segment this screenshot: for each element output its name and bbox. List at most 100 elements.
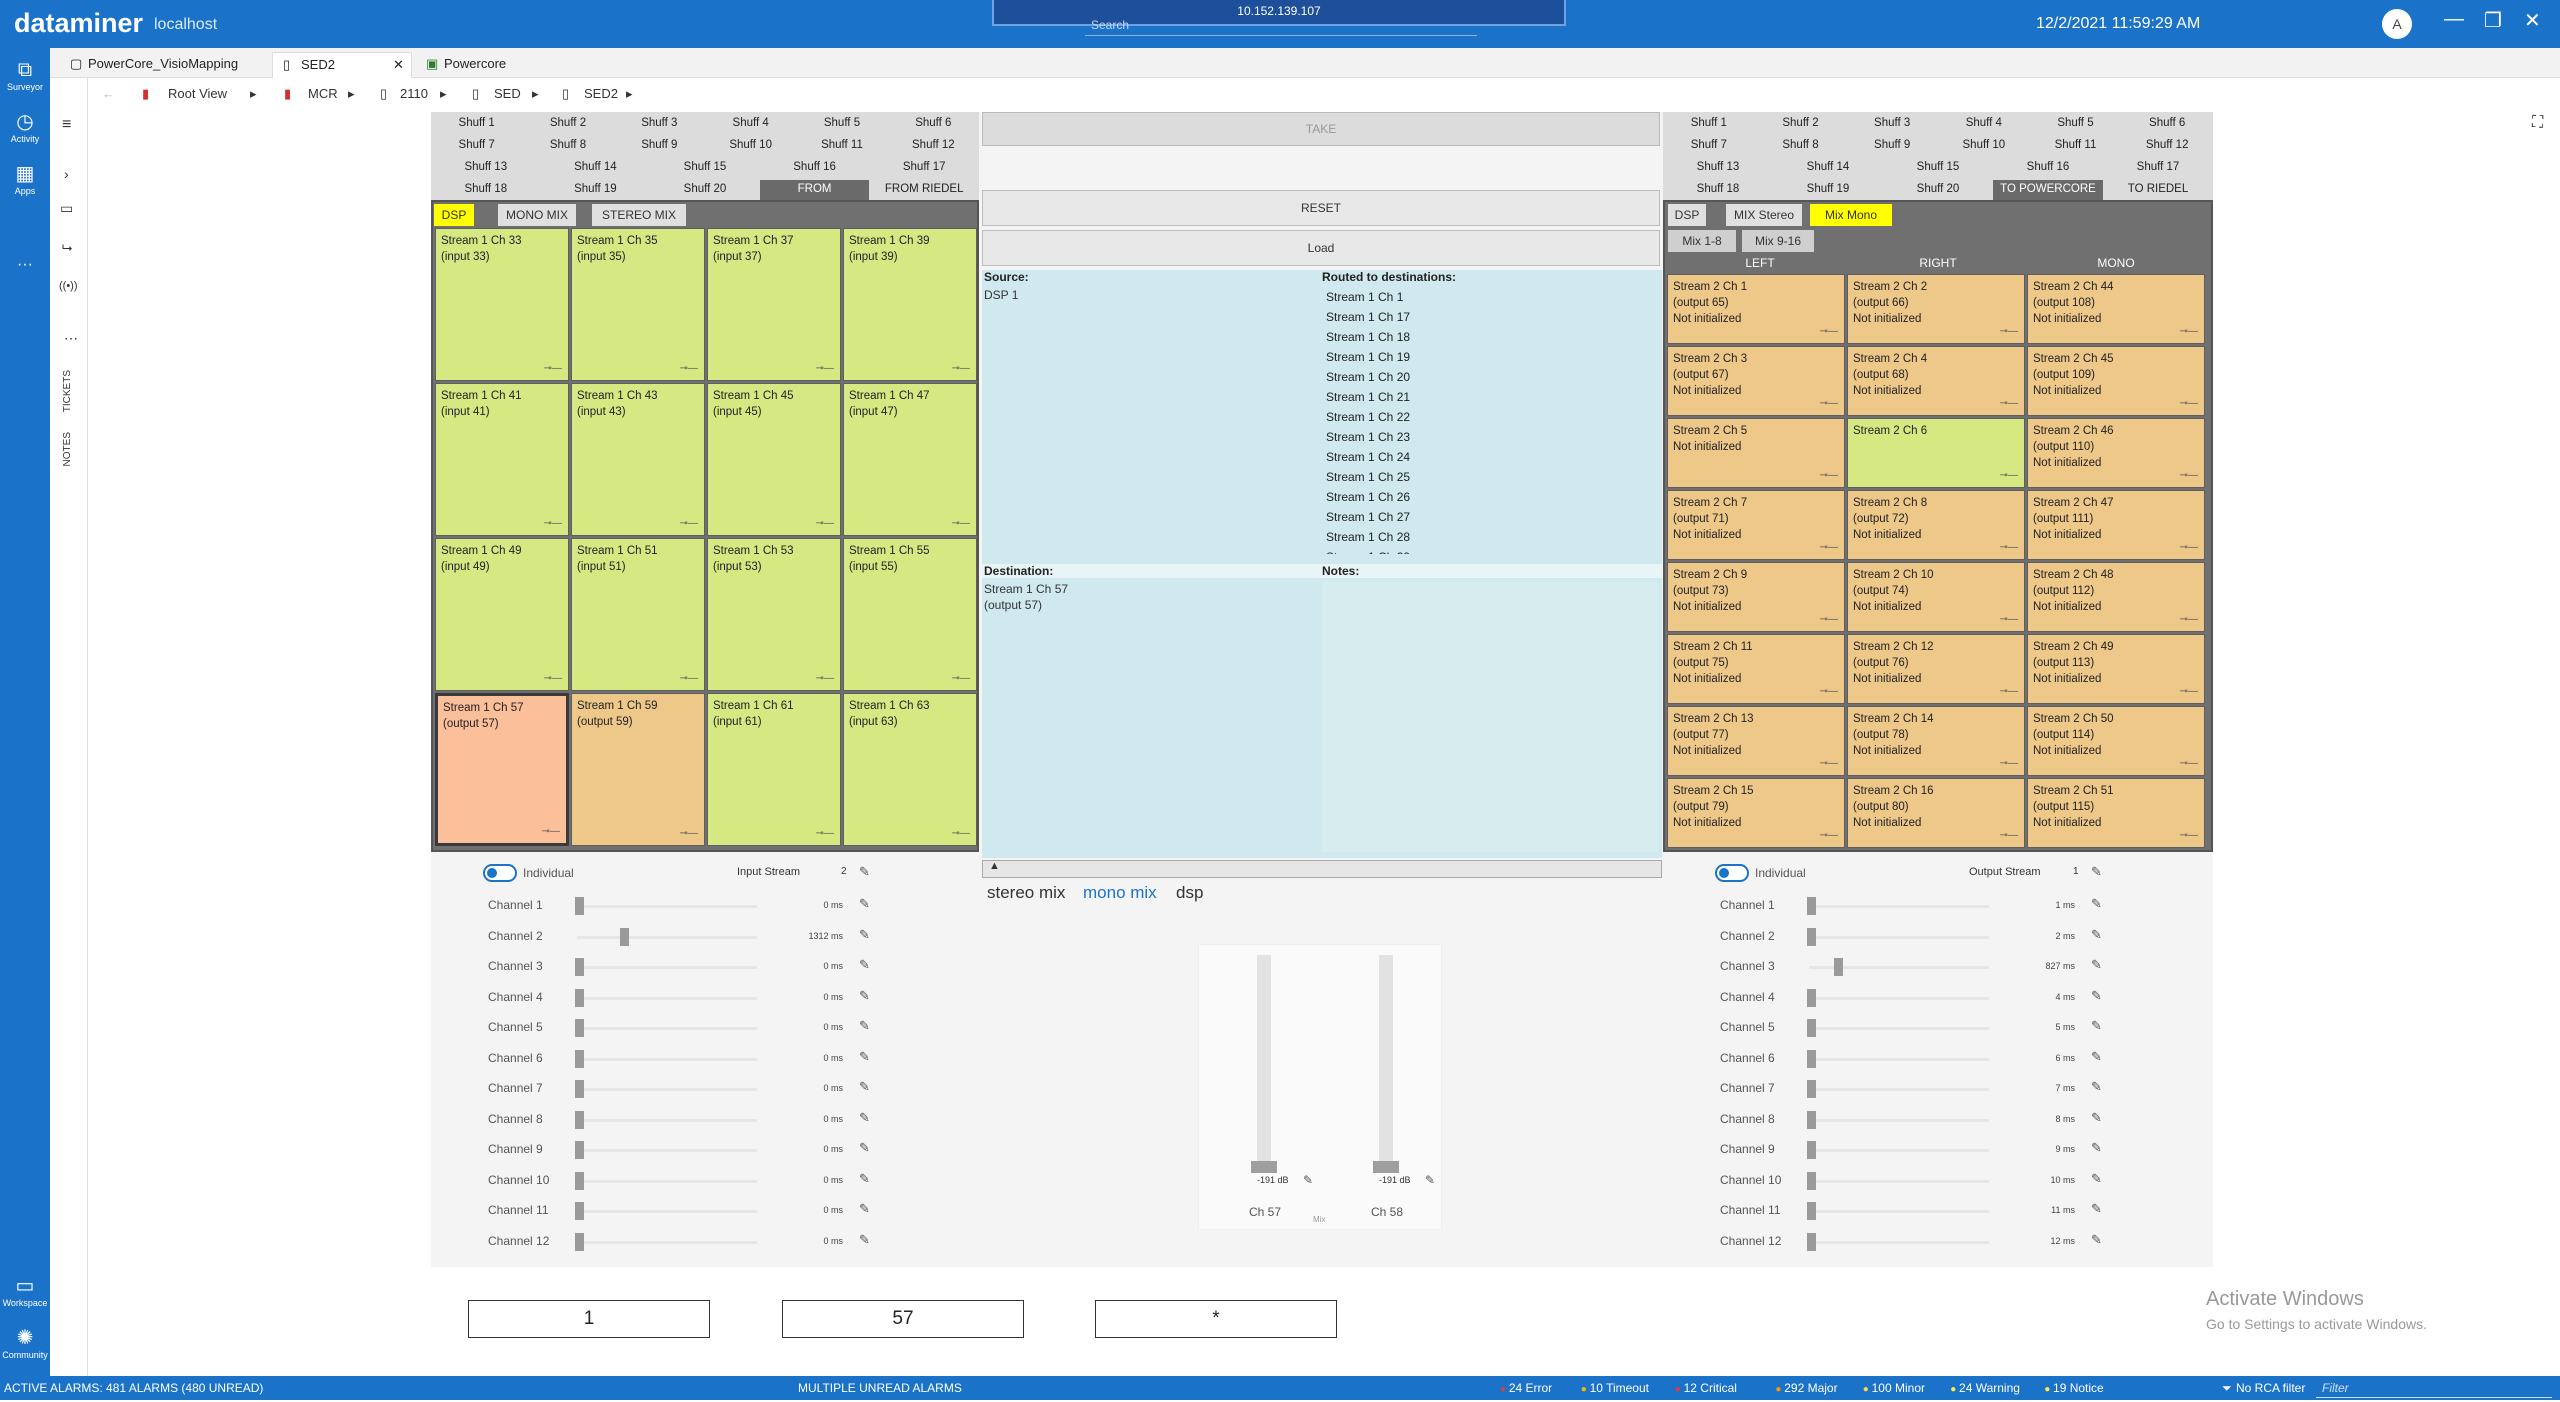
- link-icon[interactable]: ⊸—: [815, 363, 834, 374]
- input_panel-individual-toggle[interactable]: [483, 864, 517, 882]
- link-icon[interactable]: ⊸—: [1999, 326, 2018, 337]
- link-icon[interactable]: ⊸—: [1999, 614, 2018, 625]
- nav-surveyor[interactable]: ⧉ Surveyor: [0, 58, 50, 92]
- load-button[interactable]: Load: [982, 230, 1660, 266]
- edit-icon[interactable]: ✎: [2091, 1018, 2102, 1033]
- delay-slider-thumb[interactable]: [575, 988, 584, 1007]
- routed-item[interactable]: Stream 1 Ch 22: [1326, 410, 1411, 424]
- shuffle-14[interactable]: Shuff 14: [574, 161, 617, 173]
- delay-slider-thumb[interactable]: [575, 1141, 584, 1159]
- delay-slider-thumb[interactable]: [1807, 1171, 1816, 1190]
- channel-cell[interactable]: Stream 1 Ch 49 (input 49) ⊸—: [435, 538, 569, 691]
- notes-tab[interactable]: NOTES: [62, 432, 73, 467]
- channel-cell[interactable]: Stream 1 Ch 57 (output 57) ⊸—: [435, 693, 569, 846]
- fader-ch58-track[interactable]: [1379, 955, 1393, 1165]
- link-icon[interactable]: ⊸—: [1819, 614, 1838, 625]
- shuffle-11[interactable]: Shuff 11: [2054, 139, 2097, 151]
- output-cell[interactable]: Stream 2 Ch 10 (output 74) Not initialized…: [1847, 562, 2025, 632]
- link-icon[interactable]: ⊸—: [2179, 470, 2198, 481]
- output_panel-individual-toggle[interactable]: [1715, 864, 1749, 882]
- link-icon[interactable]: ⊸—: [951, 363, 970, 374]
- shuffle-12[interactable]: Shuff 12: [912, 139, 955, 151]
- edit-icon[interactable]: ✎: [2091, 1048, 2102, 1064]
- delay-slider-track[interactable]: [577, 1149, 757, 1152]
- alarm-count[interactable]: ● 292 Major: [1775, 1376, 1837, 1402]
- shuffle-15[interactable]: Shuff 15: [683, 161, 727, 173]
- edit-icon[interactable]: ✎: [859, 864, 870, 879]
- delay-slider-track[interactable]: [577, 1179, 757, 1183]
- output-cell[interactable]: Stream 2 Ch 3 (output 67) Not initialized ⊸…: [1667, 346, 1845, 416]
- channel-cell[interactable]: Stream 1 Ch 63 (input 63) ⊸—: [843, 693, 977, 846]
- delay-slider-track[interactable]: [1809, 1179, 1989, 1183]
- breadcrumb-mcr[interactable]: MCR: [308, 86, 338, 101]
- routed-item[interactable]: Stream 1 Ch 1: [1326, 290, 1404, 304]
- output-cell[interactable]: Stream 2 Ch 1 (output 65) Not initialized ⊸…: [1667, 274, 1845, 344]
- shuffle-11[interactable]: Shuff 11: [821, 139, 863, 151]
- output-cell[interactable]: Stream 2 Ch 9 (output 73) Not initialized ⊸…: [1667, 562, 1845, 632]
- edit-icon[interactable]: ✎: [859, 1140, 870, 1155]
- routed-item[interactable]: Stream 1 Ch 20: [1326, 370, 1411, 384]
- left-tab-0[interactable]: DSP: [434, 204, 474, 226]
- channel-cell[interactable]: Stream 1 Ch 43 (input 43) ⊸—: [571, 383, 705, 536]
- link-icon[interactable]: ⊸—: [1999, 830, 2018, 841]
- mode-mono-mix[interactable]: mono mix: [1083, 883, 1157, 902]
- right-tab-1[interactable]: MIX Stereo: [1726, 204, 1802, 226]
- edit-icon[interactable]: ✎: [859, 1018, 870, 1033]
- delay-slider-track[interactable]: [577, 1057, 757, 1061]
- shuffle-13[interactable]: Shuff 13: [1696, 161, 1740, 173]
- link-icon[interactable]: ⊸—: [1819, 470, 1838, 481]
- link-icon[interactable]: ⊸—: [2179, 830, 2198, 841]
- channel-cell[interactable]: Stream 1 Ch 35 (input 35) ⊸—: [571, 228, 705, 381]
- shuffle-6[interactable]: Shuff 6: [915, 117, 952, 129]
- link-icon[interactable]: ⊸—: [2179, 686, 2198, 697]
- shuffle-13[interactable]: Shuff 13: [464, 161, 508, 173]
- delay-slider-thumb[interactable]: [1807, 1141, 1816, 1159]
- link-icon[interactable]: ⊸—: [679, 673, 698, 684]
- restore-icon[interactable]: ❐: [2484, 10, 2502, 32]
- link-icon[interactable]: ⊸—: [2179, 758, 2198, 769]
- channel-cell[interactable]: Stream 1 Ch 41 (input 41) ⊸—: [435, 383, 569, 536]
- output-cell[interactable]: Stream 2 Ch 45 (output 109) Not initialize…: [2027, 346, 2205, 416]
- edit-icon[interactable]: ✎: [2091, 1140, 2102, 1155]
- shuffle-16[interactable]: Shuff 16: [793, 161, 836, 173]
- edit-icon[interactable]: ✎: [2091, 1079, 2102, 1094]
- edit-icon[interactable]: ✎: [859, 1109, 870, 1125]
- notes-field[interactable]: [1322, 582, 1658, 852]
- channel-cell[interactable]: Stream 1 Ch 59 (output 59) ⊸—: [571, 693, 705, 846]
- link-icon[interactable]: ⊸—: [543, 363, 562, 374]
- delay-slider-thumb[interactable]: [1834, 958, 1843, 976]
- output-cell[interactable]: Stream 2 Ch 2 (output 66) Not initialized ⊸…: [1847, 274, 2025, 344]
- route-icon[interactable]: ⮡: [62, 240, 73, 255]
- edit-icon[interactable]: ✎: [2091, 987, 2102, 1003]
- channel-cell[interactable]: Stream 1 Ch 53 (input 53) ⊸—: [707, 538, 841, 691]
- shuffle-7[interactable]: Shuff 7: [1690, 139, 1727, 151]
- output-cell[interactable]: Stream 2 Ch 8 (output 72) Not initialized ⊸…: [1847, 490, 2025, 560]
- link-icon[interactable]: ⊸—: [1819, 542, 1838, 553]
- link-icon[interactable]: ⊸—: [2179, 326, 2198, 337]
- nav-community[interactable]: ✺ Community: [0, 1326, 50, 1360]
- shuffle-3[interactable]: Shuff 3: [1874, 117, 1911, 129]
- link-icon[interactable]: ⊸—: [1819, 830, 1838, 841]
- rca-filter[interactable]: No RCA filter: [2236, 1381, 2306, 1395]
- delay-slider-thumb[interactable]: [1807, 1080, 1816, 1098]
- delay-slider-thumb[interactable]: [1807, 897, 1816, 915]
- delay-slider-track[interactable]: [577, 1118, 757, 1122]
- delay-slider-thumb[interactable]: [620, 927, 629, 946]
- breadcrumb-sed[interactable]: SED: [494, 86, 521, 101]
- nav-apps[interactable]: ▦ Apps: [0, 162, 50, 196]
- output-cell[interactable]: Stream 2 Ch 44 (output 108) Not initialize…: [2027, 274, 2205, 344]
- edit-icon[interactable]: ✎: [859, 1079, 870, 1094]
- alarm-count[interactable]: ● 10 Timeout: [1581, 1376, 1649, 1402]
- mode-stereo-mix[interactable]: stereo mix: [987, 883, 1066, 902]
- delay-slider-thumb[interactable]: [1807, 1019, 1816, 1037]
- fader-ch58-thumb[interactable]: [1373, 1161, 1399, 1173]
- delay-slider-thumb[interactable]: [575, 1080, 584, 1098]
- shuffle-3[interactable]: Shuff 3: [641, 117, 678, 129]
- link-icon[interactable]: ⊸—: [951, 673, 970, 684]
- take-button[interactable]: TAKE: [982, 112, 1660, 146]
- shuffle-10[interactable]: Shuff 10: [1962, 139, 2006, 151]
- minimize-icon[interactable]: —: [2444, 8, 2464, 30]
- edit-icon[interactable]: ✎: [859, 1201, 870, 1216]
- link-icon[interactable]: ⊸—: [1999, 758, 2018, 769]
- link-icon[interactable]: ⊸—: [2179, 542, 2198, 553]
